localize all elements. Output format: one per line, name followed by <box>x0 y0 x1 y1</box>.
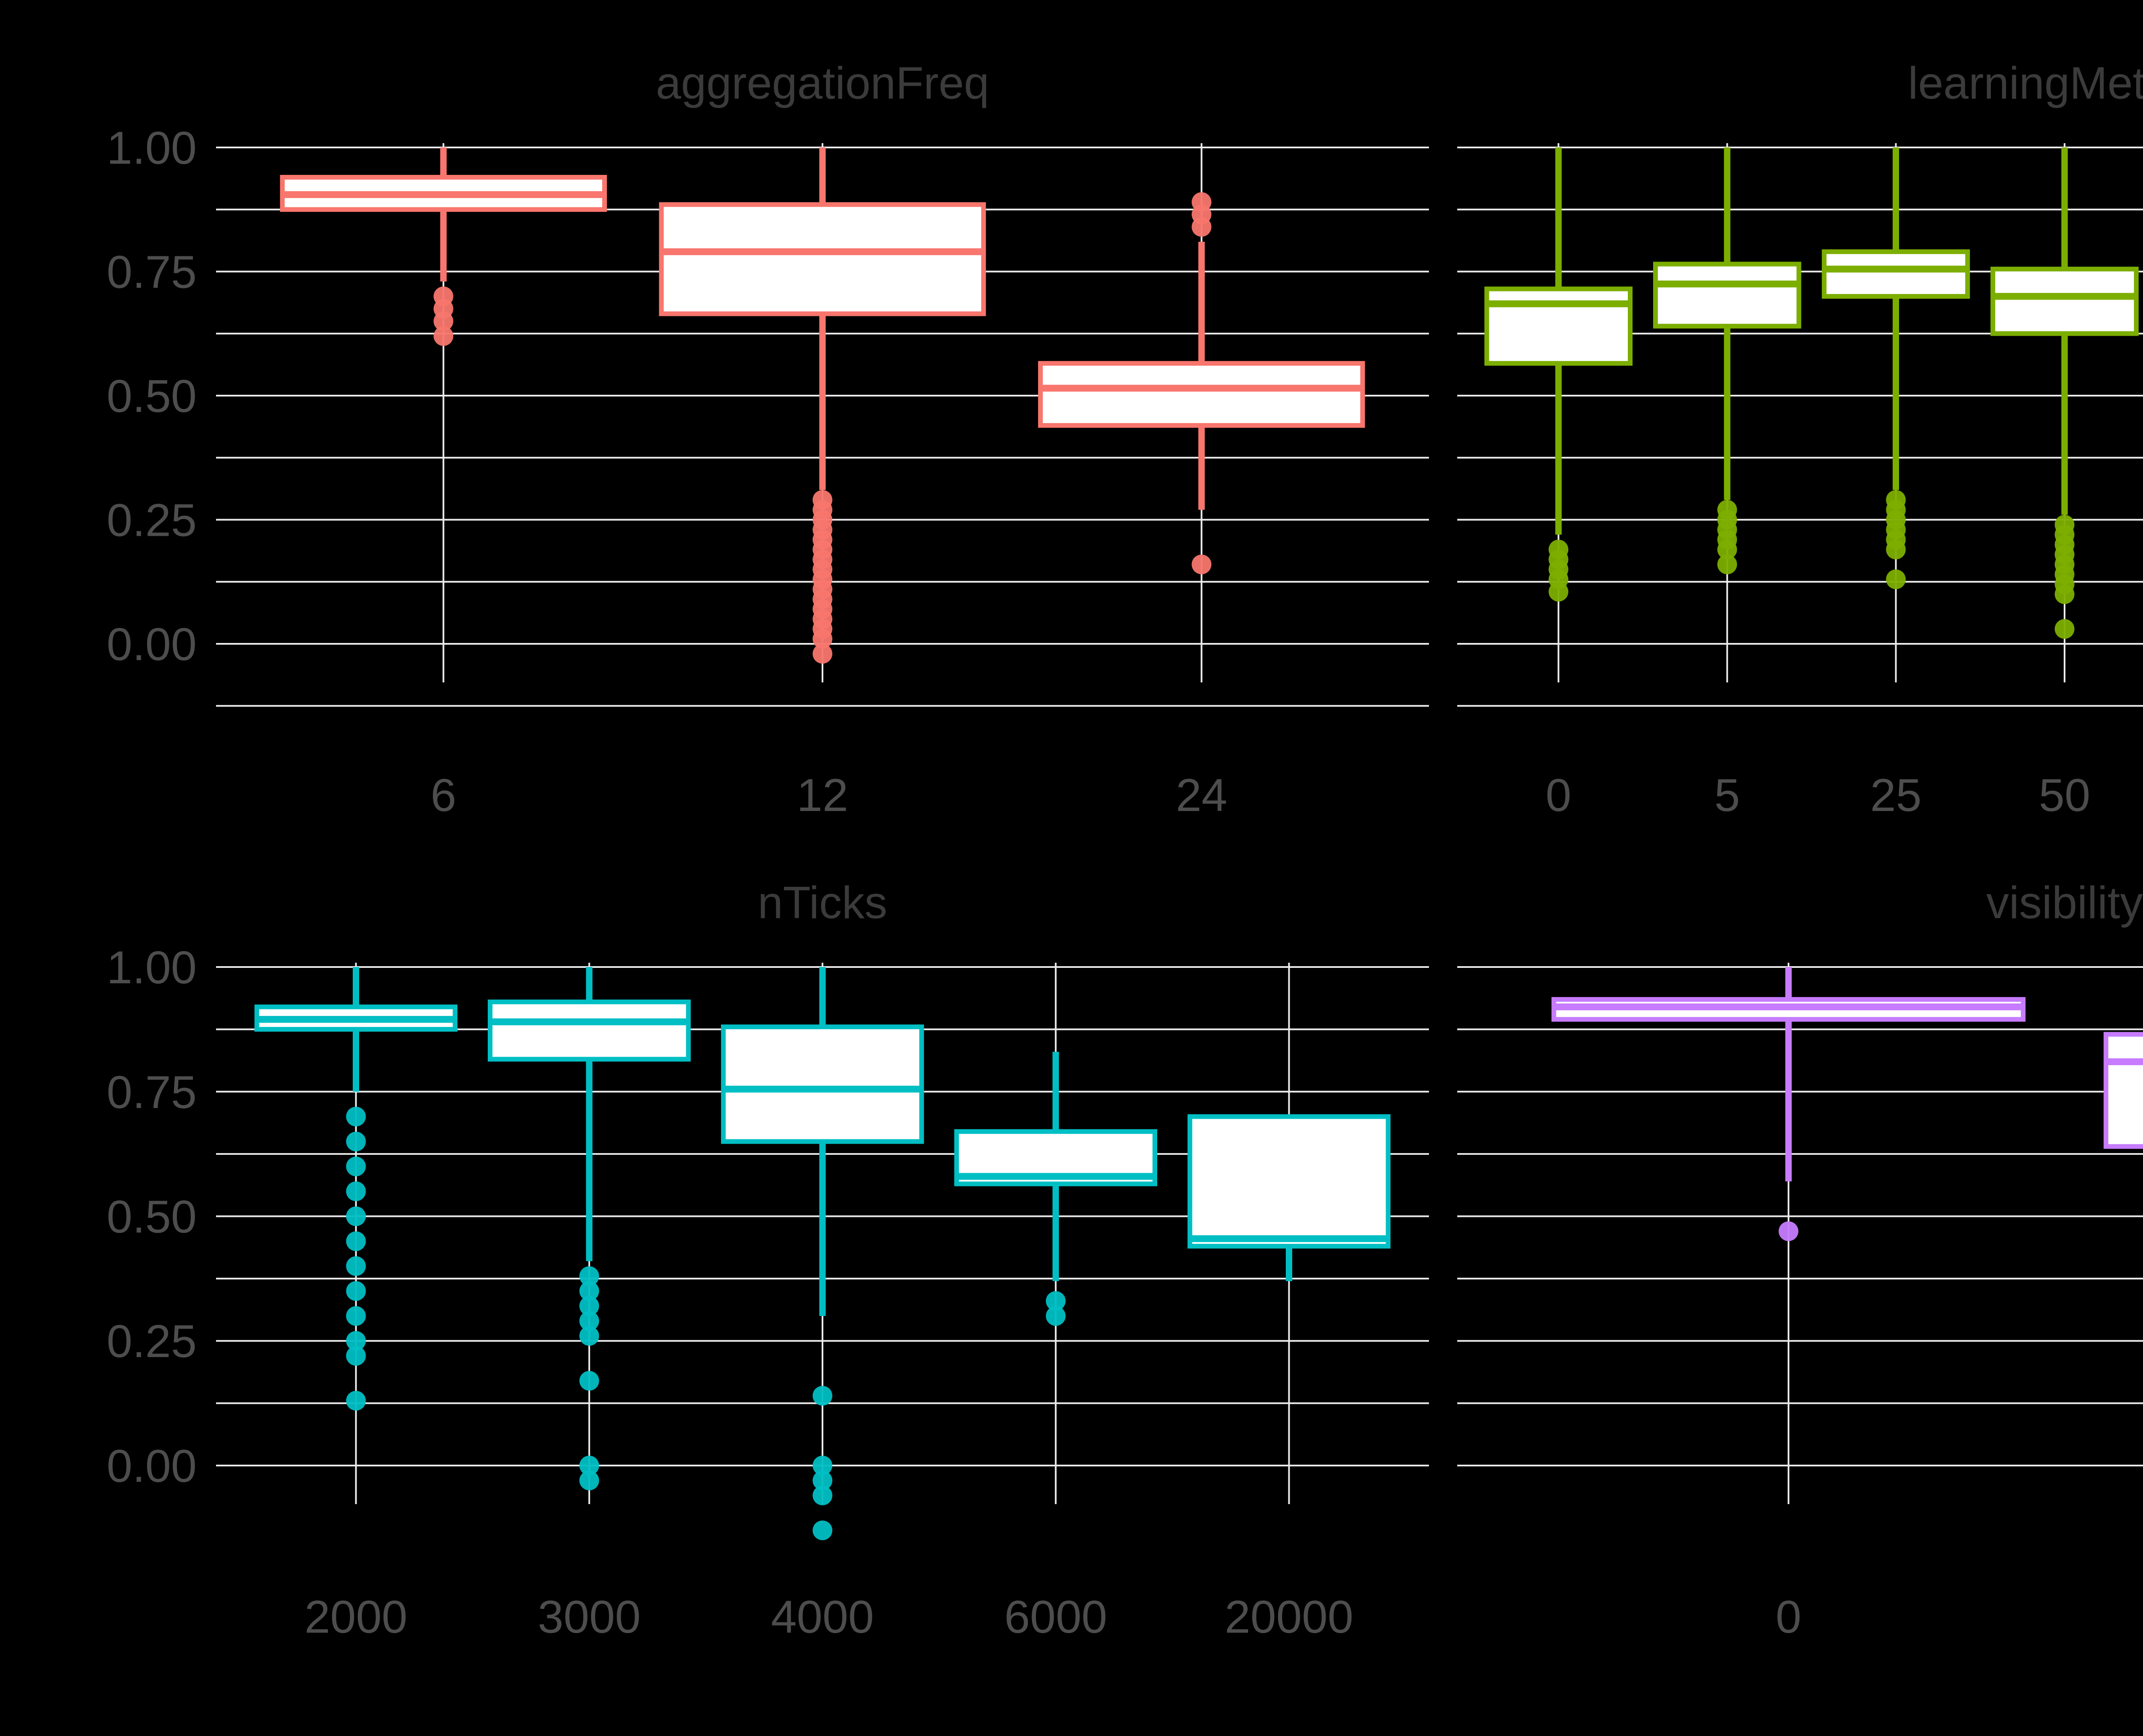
svg-text:0: 0 <box>1776 1591 1801 1643</box>
svg-text:0.75: 0.75 <box>107 246 197 298</box>
svg-text:aggregationFreq: aggregationFreq <box>656 58 989 108</box>
svg-text:12: 12 <box>797 769 848 821</box>
svg-text:3000: 3000 <box>538 1591 641 1643</box>
svg-text:1.00: 1.00 <box>107 122 197 174</box>
svg-text:20000: 20000 <box>1225 1591 1353 1643</box>
svg-text:50: 50 <box>2039 769 2090 821</box>
svg-text:0.75: 0.75 <box>107 1066 197 1118</box>
svg-text:5: 5 <box>1714 769 1740 821</box>
svg-text:1.00: 1.00 <box>107 941 197 993</box>
svg-text:6: 6 <box>431 769 456 821</box>
svg-text:25: 25 <box>1870 769 1921 821</box>
svg-text:nTicks: nTicks <box>758 877 887 928</box>
svg-text:visibility: visibility <box>1986 877 2143 928</box>
svg-text:0.50: 0.50 <box>107 1191 197 1243</box>
svg-text:0.25: 0.25 <box>107 494 197 546</box>
svg-text:0: 0 <box>1546 769 1571 821</box>
svg-text:0.50: 0.50 <box>107 370 197 422</box>
svg-text:0.00: 0.00 <box>107 618 197 670</box>
svg-text:2000: 2000 <box>304 1591 407 1643</box>
svg-text:6000: 6000 <box>1004 1591 1107 1643</box>
svg-text:24: 24 <box>1176 769 1227 821</box>
svg-text:0.25: 0.25 <box>107 1315 197 1367</box>
svg-text:learningMethod: learningMethod <box>1908 58 2143 108</box>
svg-text:0.00: 0.00 <box>107 1440 197 1492</box>
svg-text:4000: 4000 <box>771 1591 874 1643</box>
